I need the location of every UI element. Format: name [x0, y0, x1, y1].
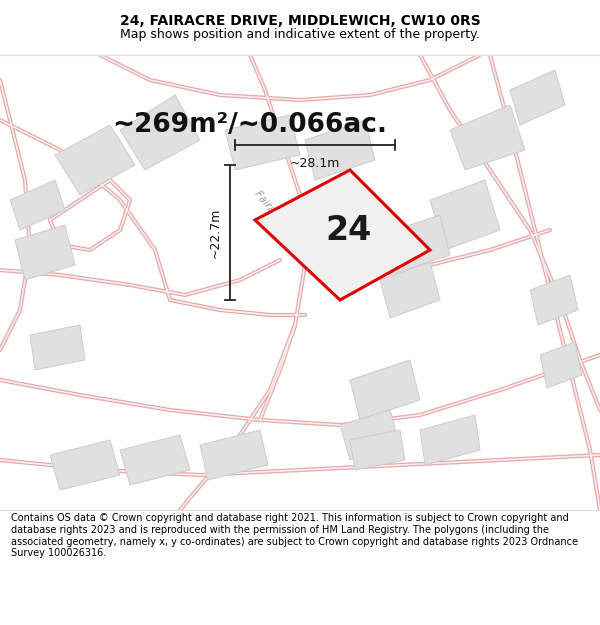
Polygon shape — [30, 325, 85, 370]
Polygon shape — [200, 430, 268, 480]
Polygon shape — [120, 95, 200, 170]
Polygon shape — [10, 180, 65, 230]
Polygon shape — [380, 215, 450, 275]
Text: 24, FAIRACRE DRIVE, MIDDLEWICH, CW10 0RS: 24, FAIRACRE DRIVE, MIDDLEWICH, CW10 0RS — [119, 14, 481, 28]
Polygon shape — [255, 170, 430, 300]
Text: Contains OS data © Crown copyright and database right 2021. This information is : Contains OS data © Crown copyright and d… — [11, 514, 578, 558]
Polygon shape — [225, 115, 300, 170]
Polygon shape — [350, 360, 420, 420]
Polygon shape — [530, 275, 578, 325]
Text: Fairacre Drive: Fairacre Drive — [253, 189, 307, 251]
Polygon shape — [380, 262, 440, 318]
Polygon shape — [450, 105, 525, 170]
Polygon shape — [510, 70, 565, 125]
Text: Map shows position and indicative extent of the property.: Map shows position and indicative extent… — [120, 28, 480, 41]
Text: ~22.7m: ~22.7m — [209, 208, 222, 258]
Polygon shape — [430, 180, 500, 250]
Polygon shape — [540, 342, 582, 388]
Polygon shape — [305, 120, 375, 180]
Polygon shape — [350, 430, 405, 470]
Polygon shape — [55, 125, 135, 195]
Polygon shape — [50, 440, 120, 490]
Polygon shape — [15, 225, 75, 280]
Text: ~28.1m: ~28.1m — [290, 157, 340, 170]
Polygon shape — [120, 435, 190, 485]
Polygon shape — [340, 410, 400, 460]
Text: 24: 24 — [326, 214, 372, 246]
Text: ~269m²/~0.066ac.: ~269m²/~0.066ac. — [113, 112, 388, 138]
Polygon shape — [420, 415, 480, 465]
